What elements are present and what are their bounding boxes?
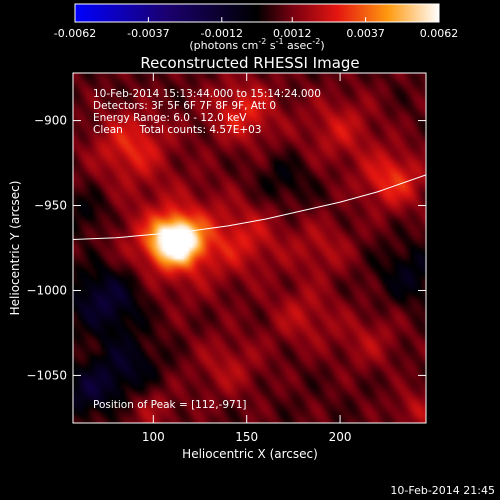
- x-tick-label: 100: [142, 430, 165, 444]
- x-tick-label: 200: [329, 430, 352, 444]
- colorbar-tick-label: -0.0012: [201, 27, 243, 40]
- info-line-time: 10-Feb-2014 15:13:44.000 to 15:14:24.000: [93, 88, 321, 100]
- colorbar-tick-label: 0.0037: [346, 27, 385, 40]
- peak-position-label: Position of Peak = [112,-971]: [93, 399, 247, 411]
- info-line-energy: Energy Range: 6.0 - 12.0 keV: [93, 112, 247, 124]
- heatmap-image: [73, 73, 426, 423]
- info-block: 10-Feb-2014 15:13:44.000 to 15:14:24.000…: [93, 88, 321, 136]
- y-tick-label: −950: [34, 199, 67, 213]
- colorbar-ticks: -0.0062 -0.0037 -0.0012 0.0012 0.0037 0.0062: [54, 17, 458, 40]
- y-tick-label: −1000: [26, 283, 67, 297]
- chart-title: Reconstructed RHESSI Image: [140, 54, 359, 72]
- colorbar: -0.0062 -0.0037 -0.0012 0.0012 0.0037 0.0062 …: [54, 3, 458, 52]
- solar-limb-curve: [72, 174, 427, 240]
- colorbar-tick-label: -0.0037: [127, 27, 169, 40]
- footer-date: 10-Feb-2014 21:45: [390, 484, 495, 497]
- colorbar-unit-label: (photons cm-2 s-1 asec-2): [189, 37, 324, 52]
- colorbar-tick-label: 0.0012: [273, 27, 312, 40]
- x-tick-label: 150: [235, 430, 258, 444]
- colorbar-tick-label: 0.0062: [420, 27, 459, 40]
- y-tick-label: −900: [34, 114, 67, 128]
- y-axis-label: Heliocentric Y (arcsec): [8, 181, 22, 316]
- x-axis-label: Heliocentric X (arcsec): [182, 447, 318, 461]
- colorbar-tick-label: -0.0062: [54, 27, 96, 40]
- plot-frame: [72, 72, 427, 424]
- heatmap-plot-area: 100 150 200 −1050 −1000 −950 −900: [26, 72, 427, 444]
- colorbar-strip: [74, 3, 440, 23]
- y-tick-label: −1050: [26, 368, 67, 382]
- axis-ticks: 100 150 200 −1050 −1000 −950 −900: [26, 73, 426, 444]
- info-line-detectors: Detectors: 3F 5F 6F 7F 8F 9F, Att 0: [93, 100, 276, 112]
- info-line-counts: Clean Total counts: 4.57E+03: [93, 124, 262, 136]
